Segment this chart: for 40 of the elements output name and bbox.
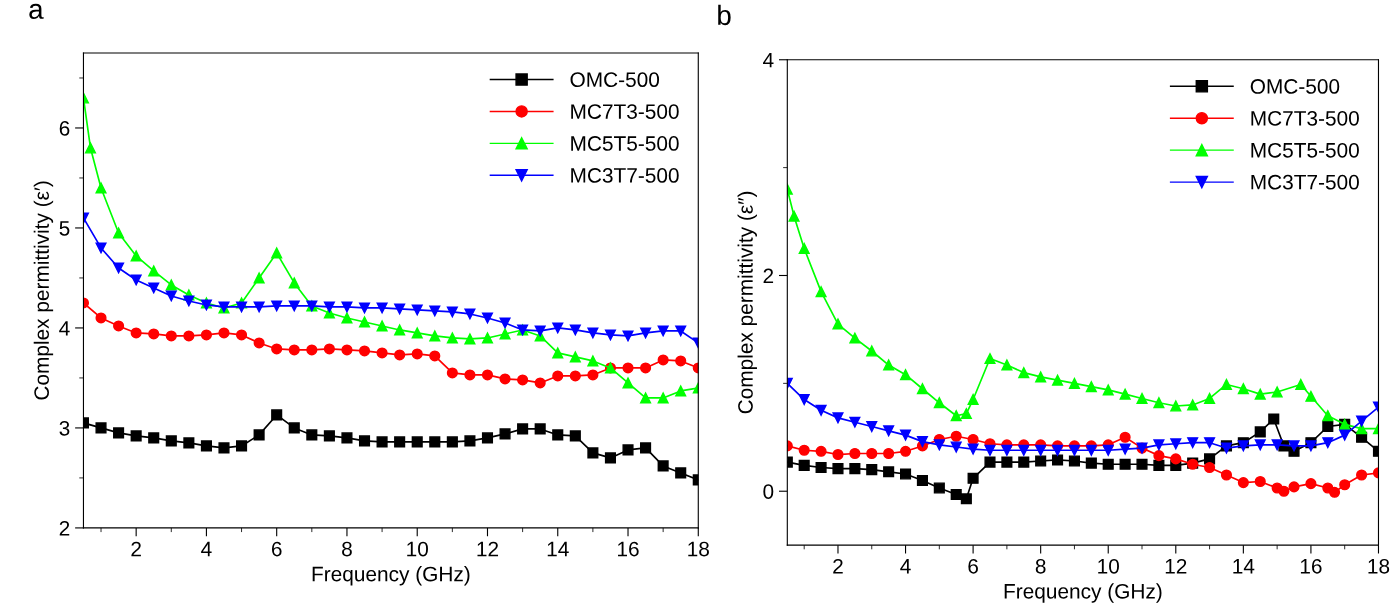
y-tick-label: 4 bbox=[59, 321, 70, 336]
text: b bbox=[718, 4, 731, 26]
x-axis-title: Frequency (GHz) bbox=[1004, 583, 1162, 603]
x-tick-label: 14 bbox=[1233, 559, 1255, 574]
x-tick-label: 6 bbox=[271, 541, 282, 557]
x-tick-label: 16 bbox=[1300, 558, 1322, 574]
x-tick-label: 4 bbox=[900, 559, 911, 574]
legend-label: MC3T7-500 bbox=[1251, 174, 1359, 190]
y-tick-label: 3 bbox=[59, 420, 70, 436]
x-tick-label: 8 bbox=[1035, 558, 1046, 574]
legend-label: MC5T5-500 bbox=[1251, 142, 1359, 158]
x-tick-label: 2 bbox=[131, 541, 141, 557]
x-tick-label: 8 bbox=[342, 541, 352, 557]
legend-label: OMC-500 bbox=[1250, 79, 1340, 94]
legend-label: MC7T3-500 bbox=[1251, 110, 1359, 126]
legend-label: MC7T3-500 bbox=[571, 104, 679, 119]
x-tick-label: 16 bbox=[618, 541, 639, 557]
y-axis-title: Complex permittivity (ε″) bbox=[737, 191, 757, 414]
x-tick-label: 12 bbox=[477, 541, 499, 557]
x-tick-label: 10 bbox=[407, 541, 428, 557]
y-tick-label: 6 bbox=[59, 120, 70, 136]
text: a bbox=[29, 3, 44, 19]
x-tick-label: 2 bbox=[833, 558, 843, 574]
y-tick-label: 4 bbox=[763, 52, 774, 68]
x-tick-label: 14 bbox=[547, 541, 569, 557]
x-tick-label: 4 bbox=[201, 541, 212, 557]
y-tick-label: 2 bbox=[763, 268, 774, 284]
x-axis-title: Frequency (GHz) bbox=[312, 566, 470, 586]
x-tick-label: 18 bbox=[1368, 558, 1390, 574]
x-tick-label: 10 bbox=[1098, 558, 1119, 574]
x-tick-label: 6 bbox=[968, 558, 978, 574]
legend-label: MC3T7-500 bbox=[571, 168, 679, 183]
y-tick-label: 0 bbox=[763, 484, 774, 499]
x-tick-label: 12 bbox=[1165, 558, 1187, 574]
y-axis-title: Complex permittivity (ε′) bbox=[33, 181, 54, 400]
y-tick-label: 2 bbox=[59, 520, 70, 536]
legend-label: OMC-500 bbox=[570, 72, 660, 88]
x-tick-label: 18 bbox=[688, 541, 709, 557]
y-tick-label: 5 bbox=[59, 221, 70, 236]
legend-label: MC5T5-500 bbox=[571, 136, 679, 151]
